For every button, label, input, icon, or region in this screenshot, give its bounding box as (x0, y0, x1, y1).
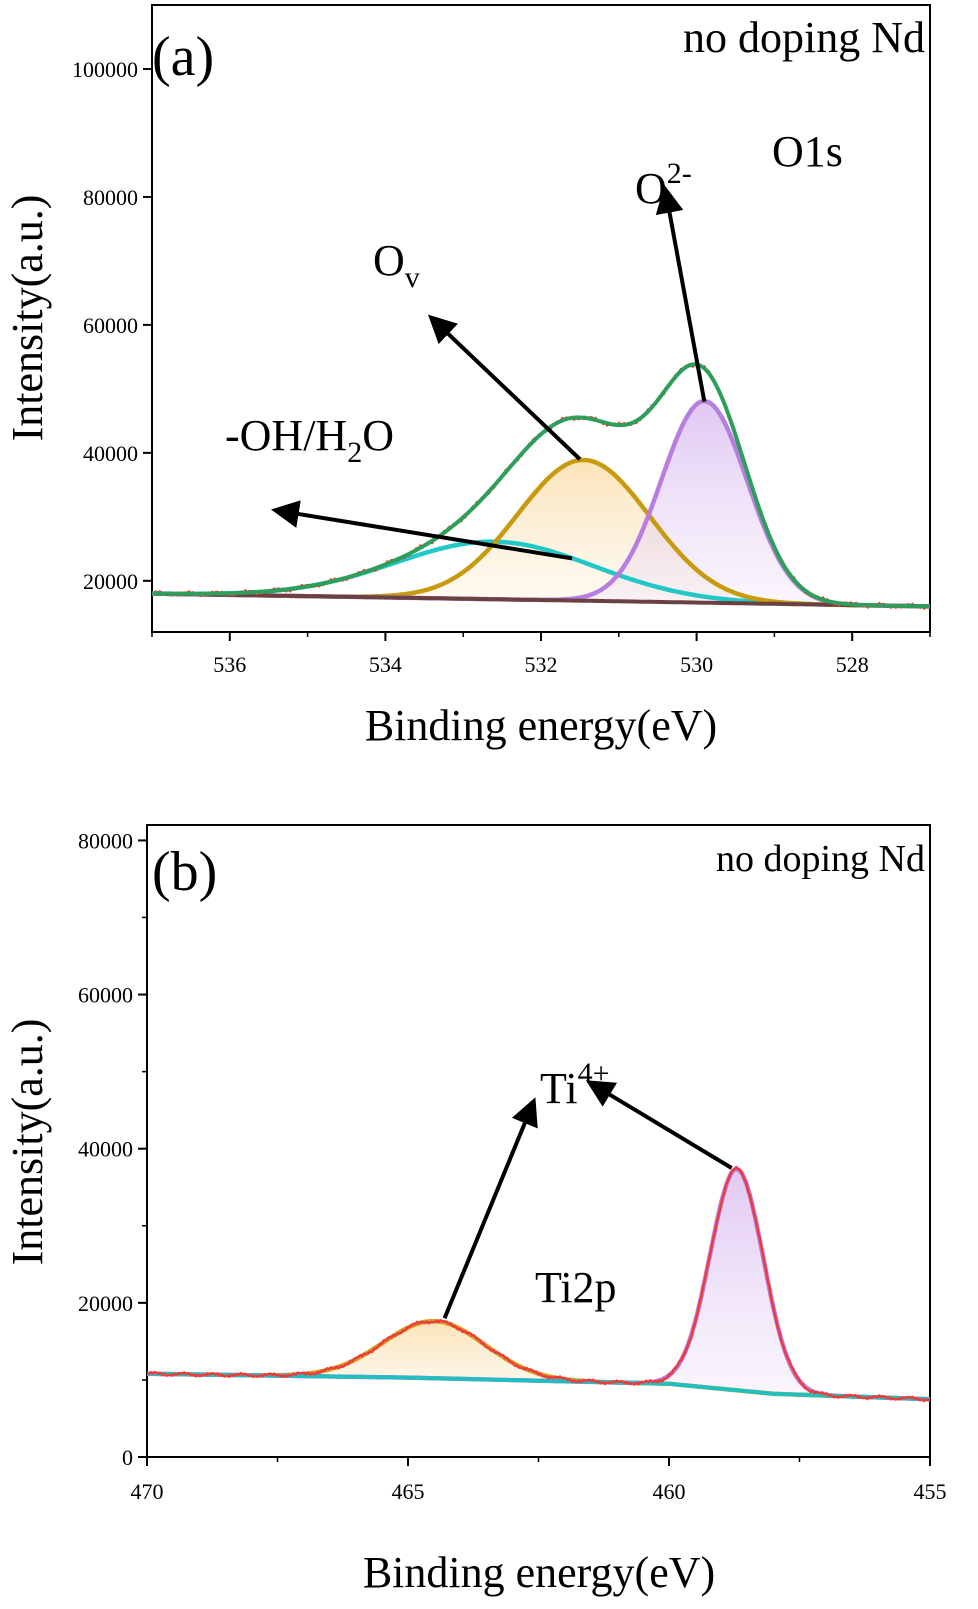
y-tick-label: 80000 (78, 828, 133, 853)
panel-a-label: (a) (152, 26, 214, 88)
peak-label-o2: O2- (635, 157, 692, 213)
y-tick-label: 0 (122, 1445, 133, 1470)
y-tick-label: 40000 (83, 441, 138, 466)
peak-fill-1 (147, 1169, 930, 1400)
background-line (152, 591, 930, 609)
y-tick-label: 60000 (83, 313, 138, 338)
x-tick-label: 455 (914, 1479, 947, 1504)
x-tick-label: 465 (392, 1479, 425, 1504)
peak-fill-0 (147, 1321, 930, 1400)
x-tick-label: 470 (131, 1479, 164, 1504)
panel-a-x-axis-title: Binding energy(eV) (365, 701, 717, 750)
panel-b: 470 465 460 455 0 20000 40000 60000 80000 (b) no… (3, 824, 947, 1597)
annotation-arrow-2 (655, 185, 707, 403)
x-tick-label: 460 (653, 1479, 686, 1504)
y-tick-label: 100000 (72, 57, 138, 82)
peak-label-ov: Ov (373, 236, 420, 294)
x-tick-label: 532 (525, 652, 558, 677)
annotation-arrow-0 (442, 1097, 538, 1320)
panel-a-region-label: O1s (772, 127, 843, 176)
panel-a-title: no doping Nd (683, 13, 925, 62)
y-tick-label: 40000 (78, 1137, 133, 1162)
panel-b-region-label: Ti2p (535, 1263, 617, 1312)
annotation-arrow-0 (270, 500, 573, 561)
x-tick-label: 536 (213, 652, 246, 677)
panel-b-x-axis-title: Binding energy(eV) (363, 1548, 715, 1597)
peak-fill-1 (152, 460, 930, 607)
x-tick-label: 534 (369, 652, 402, 677)
y-tick-label: 60000 (78, 983, 133, 1008)
y-tick-label: 20000 (83, 569, 138, 594)
panel-b-frame (146, 824, 931, 1458)
envelope-line (152, 362, 930, 609)
panel-a: 536 534 532 530 528 20000 40000 60000 80000 10000… (3, 4, 931, 750)
raw-data-line (146, 1165, 931, 1403)
peak-label-oh: -OH/H2O (225, 411, 394, 469)
panel-b-title: no doping Nd (716, 838, 925, 880)
annotation-arrow-1 (428, 314, 582, 461)
x-tick-label: 528 (836, 652, 869, 677)
panel-a-y-axis-title: Intensity(a.u.) (3, 195, 52, 442)
panel-b-y-axis-title: Intensity(a.u.) (3, 1019, 52, 1266)
panel-b-label: (b) (152, 841, 217, 903)
annotation-arrow-1 (585, 1080, 733, 1170)
peak-label-ti4: Ti4+ (540, 1057, 609, 1113)
y-tick-label: 80000 (83, 185, 138, 210)
peak-curve-ti-2p1-2 (147, 1318, 931, 1402)
x-tick-label: 530 (680, 652, 713, 677)
y-tick-label: 20000 (78, 1291, 133, 1316)
